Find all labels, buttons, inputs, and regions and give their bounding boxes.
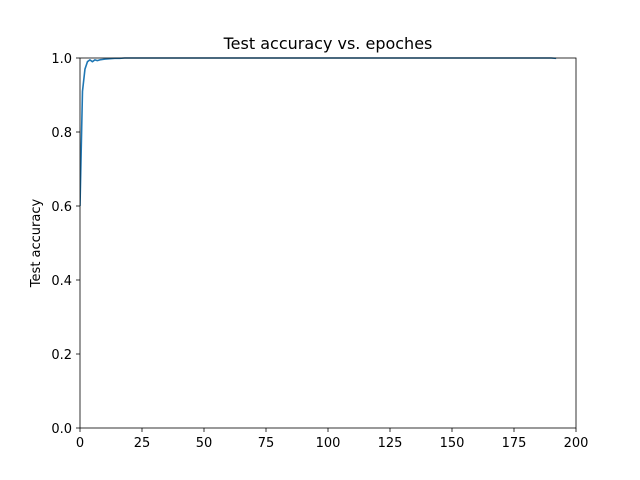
- plot-frame: [79, 57, 577, 429]
- x-tick-label: 175: [502, 436, 527, 451]
- y-tick-label: 0.4: [51, 274, 72, 289]
- x-tick-label: 75: [258, 436, 275, 451]
- x-tick-label: 25: [134, 436, 151, 451]
- x-tick-label: 200: [564, 436, 589, 451]
- y-tick-label: 0.6: [51, 200, 72, 215]
- y-axis-label: Test accuracy: [29, 199, 44, 289]
- plot-area: 0 25 50 75 100 125 150 175 200 0.0 0.2 0.4 0.6 0.8 1.0: [51, 52, 588, 451]
- y-tick-label: 1.0: [51, 52, 72, 67]
- x-tick-label: 125: [378, 436, 403, 451]
- x-tick-label: 100: [316, 436, 341, 451]
- chart-title: Test accuracy vs. epoches: [223, 34, 433, 53]
- y-tick-label: 0.2: [51, 348, 72, 363]
- y-tick-label: 0.8: [51, 126, 72, 141]
- series-line-0: [80, 57, 557, 207]
- x-tick-label: 150: [440, 436, 465, 451]
- x-tick-label: 50: [196, 436, 213, 451]
- x-tick-label: 0: [76, 436, 84, 451]
- y-tick-label: 0.0: [51, 422, 72, 437]
